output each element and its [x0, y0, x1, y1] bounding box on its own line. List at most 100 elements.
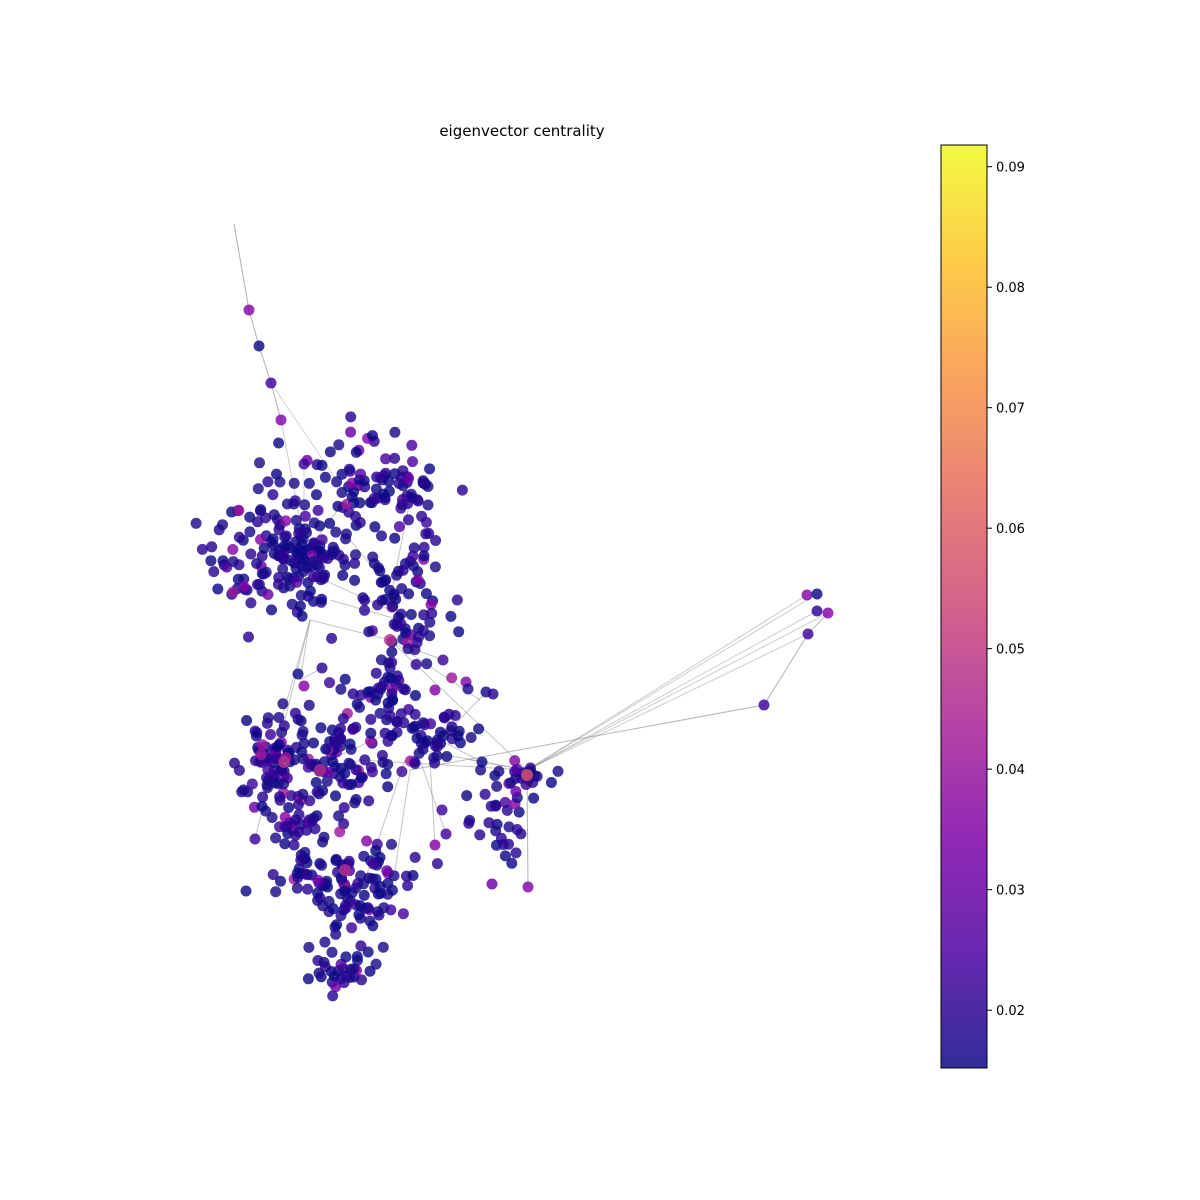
network-node [331, 919, 343, 931]
network-node [454, 737, 466, 749]
network-node [811, 588, 823, 600]
network-node [266, 812, 278, 823]
network-node [425, 718, 437, 730]
network-node [369, 521, 381, 533]
network-node [437, 654, 449, 666]
network-node [510, 847, 522, 859]
network-node [376, 530, 387, 542]
network-node [383, 475, 395, 487]
network-node [515, 828, 527, 840]
network-node [330, 526, 342, 538]
network-node [298, 554, 310, 566]
network-node [384, 634, 396, 646]
network-edge [270, 382, 282, 421]
network-node [324, 517, 336, 529]
network-node [308, 517, 320, 529]
network-node [253, 340, 265, 352]
network-node [377, 941, 389, 953]
network-node [274, 791, 286, 803]
network-node [278, 778, 290, 790]
network-edge [526, 633, 809, 771]
network-node [436, 804, 448, 816]
network-node [385, 904, 397, 916]
network-edge [409, 704, 765, 771]
network-node [212, 583, 224, 595]
network-node [317, 836, 329, 848]
network-node [522, 881, 534, 893]
network-node [396, 766, 408, 778]
network-node [545, 777, 557, 788]
network-node [316, 534, 328, 546]
network-node [321, 875, 333, 887]
network-node [308, 737, 319, 749]
network-node [337, 569, 349, 581]
network-node [406, 439, 418, 451]
network-node [297, 753, 309, 765]
network-node [405, 609, 417, 620]
network-node [380, 768, 392, 780]
network-node [421, 735, 433, 747]
network-edge [394, 769, 411, 871]
network-node [403, 588, 415, 600]
network-node [291, 882, 303, 894]
network-node [382, 735, 394, 747]
network-node [355, 772, 367, 784]
network-node [243, 304, 255, 316]
network-node [429, 684, 441, 696]
network-node [227, 586, 239, 598]
network-node [291, 867, 303, 879]
colorbar-tick-label: 0.04 [996, 763, 1025, 778]
network-node [262, 476, 274, 488]
network-node [344, 759, 356, 770]
network-node [339, 673, 351, 685]
network-node [265, 729, 276, 740]
network-node [463, 817, 475, 829]
network-node [506, 857, 518, 869]
network-node [425, 599, 437, 611]
network-node [296, 729, 308, 741]
network-node [315, 722, 327, 734]
network-node [329, 545, 341, 557]
network-node [299, 510, 311, 522]
network-node [511, 763, 523, 775]
network-node [291, 576, 303, 588]
network-node [279, 838, 291, 850]
network-node [245, 548, 257, 560]
network-node [252, 483, 264, 495]
network-node [453, 626, 465, 638]
network-node [399, 684, 411, 696]
network-node [453, 725, 465, 737]
network-node [491, 780, 503, 792]
network-node [227, 544, 239, 555]
network-node [302, 883, 314, 895]
colorbar-tick-label: 0.09 [996, 161, 1025, 176]
network-node [801, 589, 813, 601]
network-edge [233, 223, 250, 311]
network-node [289, 707, 301, 719]
network-node [343, 463, 355, 475]
network-node [341, 498, 353, 510]
network-node [339, 559, 351, 571]
network-node [330, 790, 341, 802]
network-node [330, 928, 342, 940]
network-node [385, 672, 397, 684]
network-node [283, 802, 295, 814]
network-node [389, 532, 401, 544]
network-node [336, 487, 348, 498]
network-node [294, 600, 306, 612]
network-node [354, 900, 366, 912]
network-node [340, 533, 352, 545]
network-node [254, 457, 265, 469]
network-node [271, 468, 282, 480]
network-node [295, 589, 307, 601]
network-node [406, 722, 418, 734]
network-edge [309, 619, 391, 641]
network-node [244, 511, 256, 523]
network-node [316, 662, 328, 674]
network-node [232, 573, 244, 585]
network-node [317, 900, 329, 912]
network-node [245, 597, 257, 609]
network-node [249, 833, 261, 845]
network-node [340, 902, 352, 914]
network-node [513, 806, 525, 818]
